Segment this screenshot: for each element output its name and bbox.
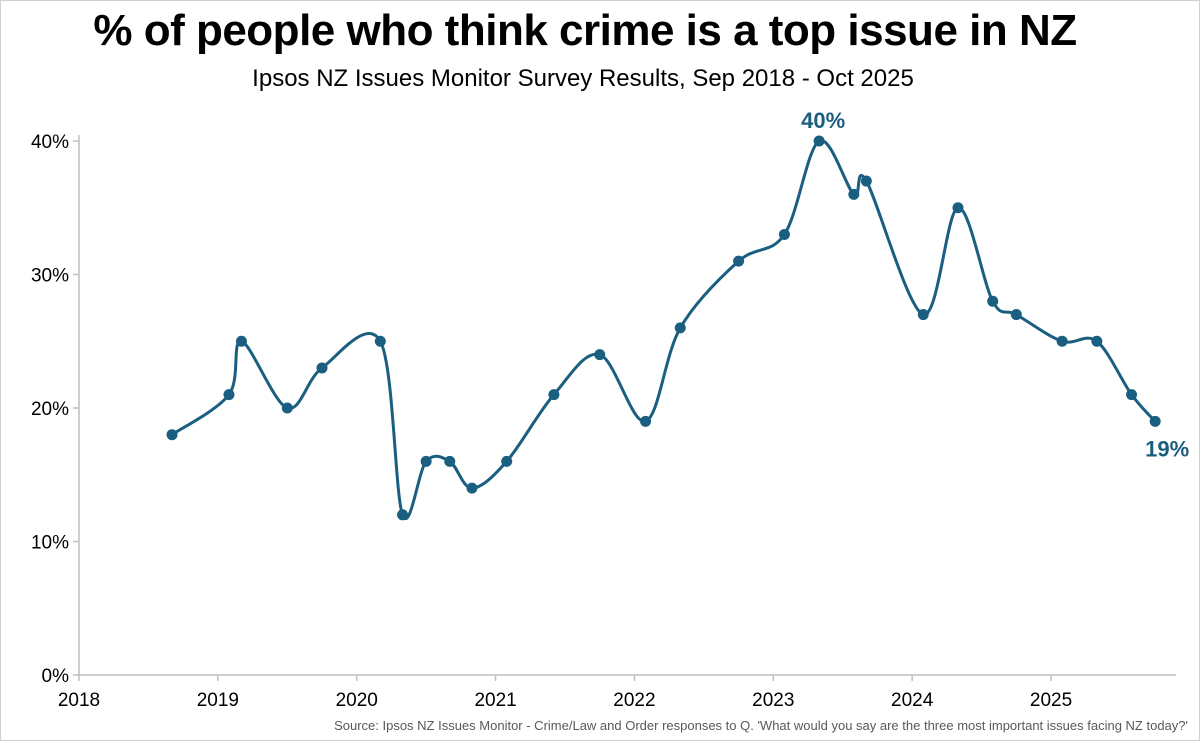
x-tick-label: 2020 (336, 690, 378, 711)
chart-subtitle: Ipsos NZ Issues Monitor Survey Results, … (252, 65, 914, 92)
y-tick-label: 30% (31, 266, 69, 287)
data-point (640, 415, 652, 427)
data-point (813, 135, 825, 147)
data-point (848, 188, 860, 200)
data-point (466, 482, 478, 494)
data-point (1091, 335, 1103, 347)
data-point (548, 389, 560, 401)
data-label: 19% (1145, 436, 1189, 461)
data-point (1056, 335, 1068, 347)
data-point (166, 429, 178, 441)
data-point (594, 349, 606, 361)
data-point (281, 402, 293, 414)
x-tick-label: 2022 (613, 690, 655, 711)
data-point (1126, 389, 1138, 401)
x-tick-label: 2018 (58, 690, 100, 711)
data-point (778, 228, 790, 240)
data-point (674, 322, 686, 334)
data-point (374, 335, 386, 347)
data-point (444, 455, 456, 467)
source-note: Source: Ipsos NZ Issues Monitor - Crime/… (334, 718, 1188, 733)
y-tick-label: 20% (31, 399, 69, 420)
data-point (316, 362, 328, 374)
data-point (1010, 309, 1022, 321)
data-point (223, 389, 235, 401)
data-point (987, 295, 999, 307)
x-tick-label: 2025 (1030, 690, 1072, 711)
y-tick-label: 0% (42, 666, 70, 687)
data-point (860, 175, 872, 187)
data-point (1149, 415, 1161, 427)
y-tick-label: 40% (31, 132, 69, 153)
data-point (235, 335, 247, 347)
x-tick-label: 2024 (891, 690, 934, 711)
y-tick-label: 10% (31, 533, 69, 554)
data-point (733, 255, 745, 267)
x-tick-label: 2019 (197, 690, 239, 711)
data-point (952, 202, 964, 214)
x-tick-label: 2021 (474, 690, 516, 711)
series-line (171, 139, 1157, 520)
data-point (501, 455, 513, 467)
x-tick-label: 2023 (752, 690, 794, 711)
data-point (397, 509, 409, 521)
data-point (420, 455, 432, 467)
chart-title: % of people who think crime is a top iss… (93, 6, 1077, 55)
data-point (917, 309, 929, 321)
data-label: 40% (801, 108, 845, 133)
